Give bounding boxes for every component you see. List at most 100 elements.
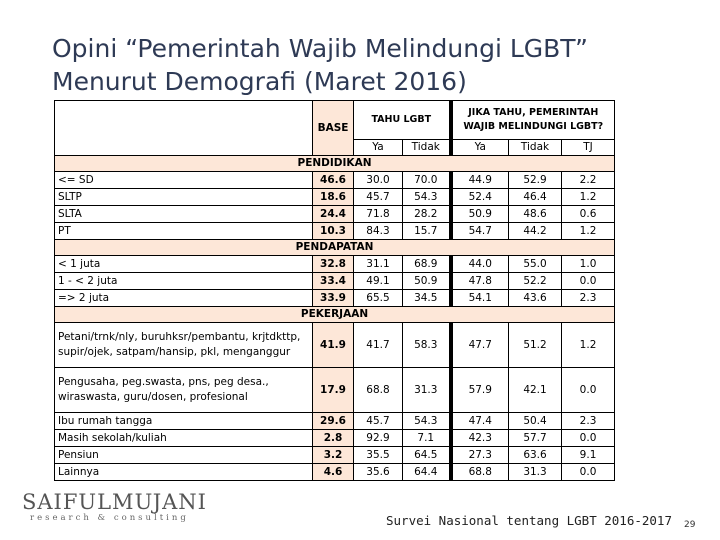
subheader-ya-2: Ya [448, 139, 510, 156]
wajib-ya-value: 47.8 [448, 272, 510, 290]
tahu-ya-value: 31.1 [353, 255, 403, 273]
section-title: PEKERJAAN [53, 306, 616, 323]
section-row: PEKERJAAN [53, 306, 616, 323]
table-row: Pensiun 3.2 35.5 64.5 27.3 63.6 9.1 [54, 446, 616, 464]
company-logo: SAIFULMUJANI research & consulting [22, 491, 207, 524]
table-row: Masih sekolah/kuliah 2.8 92.9 7.1 42.3 57.7 0.… [54, 429, 616, 447]
base-value: 29.6 [312, 412, 354, 430]
table-row: <= SD 46.6 30.0 70.0 44.9 52.9 2.2 [54, 171, 616, 189]
tahu-ya-value: 68.8 [353, 367, 403, 413]
wajib-ya-value: 54.7 [448, 222, 510, 240]
wajib-tidak-value: 31.3 [508, 463, 563, 481]
tahu-ya-value: 41.7 [353, 322, 403, 368]
wajib-tj-value: 9.1 [561, 446, 616, 464]
tahu-ya-value: 30.0 [353, 171, 403, 189]
footer-text: Survei Nasional tentang LGBT 2016-2017 [386, 513, 672, 528]
tahu-ya-value: 45.7 [353, 188, 403, 206]
wajib-ya-value: 44.9 [448, 171, 510, 189]
base-value: 3.2 [312, 446, 354, 464]
table-row: Petani/trnk/nly, buruhksr/pembantu, krjt… [54, 322, 616, 368]
tahu-ya-value: 35.5 [353, 446, 403, 464]
base-value: 32.8 [312, 255, 354, 273]
row-label: PT [54, 222, 313, 240]
row-label: 1 - < 2 juta [54, 272, 313, 290]
tahu-tidak-value: 28.2 [401, 205, 452, 223]
row-label: => 2 juta [54, 289, 313, 307]
wajib-ya-value: 47.4 [448, 412, 510, 430]
row-label: Petani/trnk/nly, buruhksr/pembantu, krjt… [54, 322, 313, 368]
tahu-ya-value: 84.3 [353, 222, 403, 240]
tahu-tidak-value: 34.5 [401, 289, 452, 307]
wajib-ya-value: 42.3 [448, 429, 510, 447]
wajib-tj-value: 0.0 [561, 463, 616, 481]
group2-header: JIKA TAHU, PEMERINTAH WAJIB MELINDUNGI L… [448, 100, 616, 140]
demographics-table: BASE TAHU LGBT JIKA TAHU, PEMERINTAH WAJ… [53, 100, 616, 481]
title-line-2: Menurut Demografi (Maret 2016) [52, 67, 467, 96]
base-value: 10.3 [312, 222, 354, 240]
base-value: 33.4 [312, 272, 354, 290]
section-row: PENDIDIKAN [53, 155, 616, 172]
wajib-tidak-value: 48.6 [508, 205, 563, 223]
wajib-tj-value: 2.3 [561, 412, 616, 430]
tahu-tidak-value: 54.3 [401, 188, 452, 206]
subheader-ya-1: Ya [353, 139, 403, 156]
tahu-ya-value: 45.7 [353, 412, 403, 430]
wajib-tj-value: 2.3 [561, 289, 616, 307]
table-row: SLTA 24.4 71.8 28.2 50.9 48.6 0.6 [54, 205, 616, 223]
wajib-tj-value: 2.2 [561, 171, 616, 189]
wajib-tidak-value: 52.9 [508, 171, 563, 189]
section-title: PENDAPATAN [53, 239, 616, 256]
tahu-tidak-value: 15.7 [401, 222, 452, 240]
table-row: Lainnya 4.6 35.6 64.4 68.8 31.3 0.0 [54, 463, 616, 481]
table-row: 1 - < 2 juta 33.4 49.1 50.9 47.8 52.2 0.0 [54, 272, 616, 290]
tahu-tidak-value: 58.3 [401, 322, 452, 368]
base-header: BASE [312, 100, 354, 156]
base-value: 46.6 [312, 171, 354, 189]
wajib-tj-value: 0.0 [561, 367, 616, 413]
wajib-ya-value: 52.4 [448, 188, 510, 206]
tahu-tidak-value: 64.4 [401, 463, 452, 481]
tahu-ya-value: 92.9 [353, 429, 403, 447]
wajib-tj-value: 1.0 [561, 255, 616, 273]
section-title: PENDIDIKAN [53, 155, 616, 172]
wajib-tj-value: 1.2 [561, 188, 616, 206]
table-row: PT 10.3 84.3 15.7 54.7 44.2 1.2 [54, 222, 616, 240]
tahu-tidak-value: 54.3 [401, 412, 452, 430]
base-value: 24.4 [312, 205, 354, 223]
base-value: 4.6 [312, 463, 354, 481]
row-label: Lainnya [54, 463, 313, 481]
group1-header: TAHU LGBT [352, 100, 452, 140]
table-row: => 2 juta 33.9 65.5 34.5 54.1 43.6 2.3 [54, 289, 616, 307]
wajib-ya-value: 47.7 [448, 322, 510, 368]
tahu-ya-value: 71.8 [353, 205, 403, 223]
wajib-tidak-value: 46.4 [508, 188, 563, 206]
wajib-tj-value: 1.2 [561, 222, 616, 240]
page-number: 29 [684, 520, 696, 530]
wajib-tidak-value: 42.1 [508, 367, 563, 413]
wajib-tidak-value: 57.7 [508, 429, 563, 447]
row-label: SLTA [54, 205, 313, 223]
wajib-tj-value: 0.6 [561, 205, 616, 223]
wajib-ya-value: 68.8 [448, 463, 510, 481]
tahu-ya-value: 49.1 [353, 272, 403, 290]
wajib-ya-value: 44.0 [448, 255, 510, 273]
table-row: Pengusaha, peg.swasta, pns, peg desa., w… [54, 367, 616, 413]
wajib-tidak-value: 51.2 [508, 322, 563, 368]
table-row: SLTP 18.6 45.7 54.3 52.4 46.4 1.2 [54, 188, 616, 206]
base-value: 18.6 [312, 188, 354, 206]
tahu-tidak-value: 50.9 [401, 272, 452, 290]
logo-main-text: SAIFULMUJANI [22, 490, 207, 514]
logo-sub-text: research & consulting [30, 513, 189, 523]
row-label: Ibu rumah tangga [54, 412, 313, 430]
header-row: BASE TAHU LGBT JIKA TAHU, PEMERINTAH WAJ… [54, 100, 616, 156]
wajib-tj-value: 0.0 [561, 429, 616, 447]
wajib-tidak-value: 44.2 [508, 222, 563, 240]
tahu-ya-value: 65.5 [353, 289, 403, 307]
base-value: 2.8 [312, 429, 354, 447]
wajib-ya-value: 50.9 [448, 205, 510, 223]
tahu-tidak-value: 68.9 [401, 255, 452, 273]
wajib-tj-value: 0.0 [561, 272, 616, 290]
tahu-tidak-value: 7.1 [401, 429, 452, 447]
wajib-tidak-value: 63.6 [508, 446, 563, 464]
section-row: PENDAPATAN [53, 239, 616, 256]
